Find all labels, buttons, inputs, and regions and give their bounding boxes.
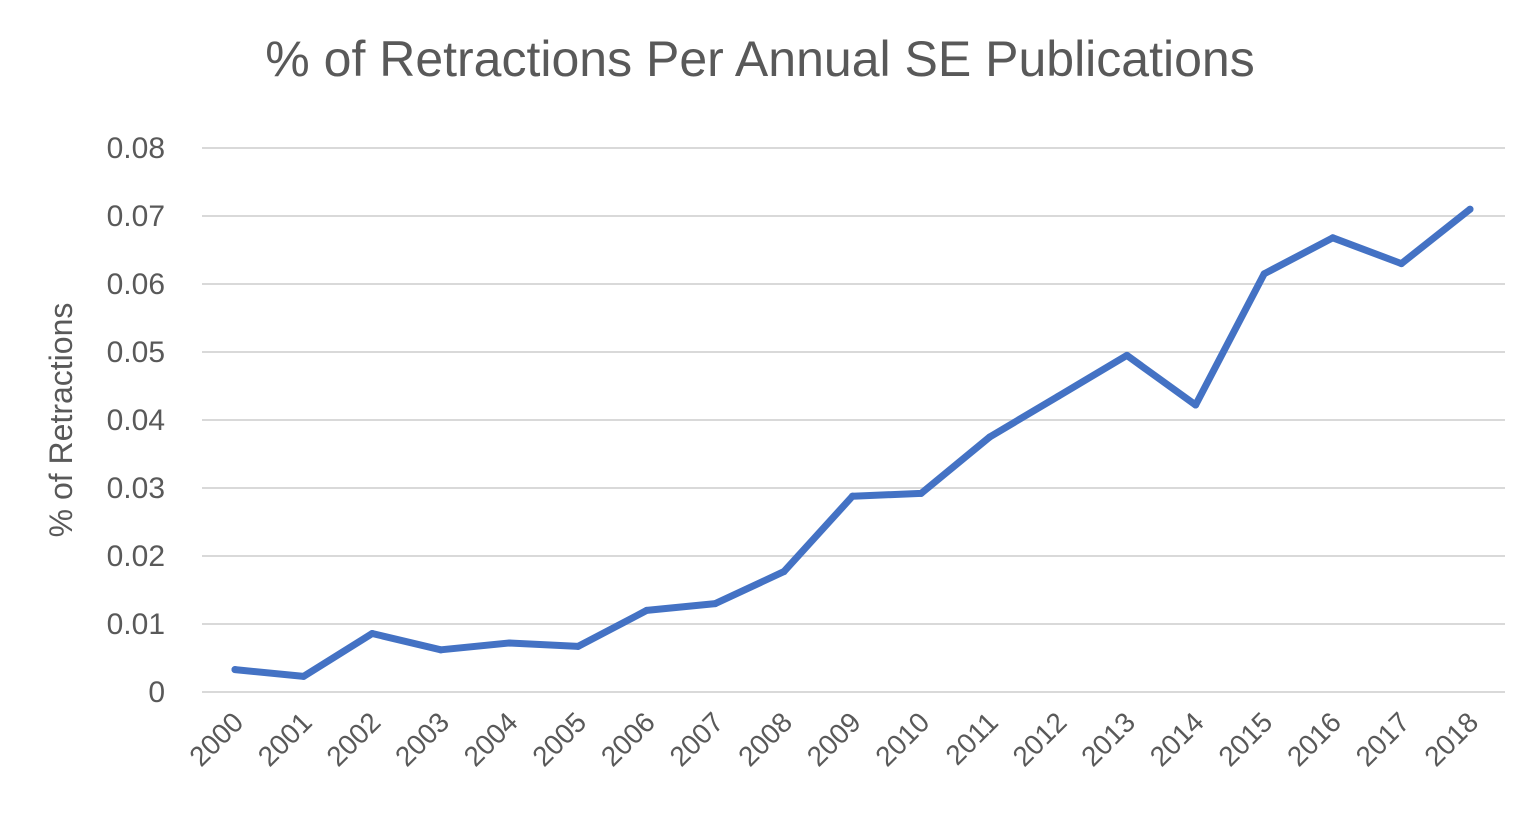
y-axis-ticks: 0 0.01 0.02 0.03 0.04 0.05 0.06 0.07 0.08 <box>107 132 165 709</box>
x-tick-label: 2013 <box>1075 706 1141 772</box>
y-tick-label: 0.02 <box>107 540 165 573</box>
x-tick-label: 2001 <box>252 706 318 772</box>
data-point-2006 <box>643 606 651 614</box>
data-point-2014 <box>1192 401 1200 409</box>
data-point-2013 <box>1123 351 1131 359</box>
x-tick-label: 2008 <box>732 706 798 772</box>
y-tick-label: 0.04 <box>107 404 165 437</box>
x-tick-label: 2015 <box>1212 706 1278 772</box>
y-tick-label: 0.01 <box>107 608 165 641</box>
data-point-2005 <box>574 642 582 650</box>
data-point-2007 <box>711 600 719 608</box>
data-point-2018 <box>1466 205 1474 213</box>
y-tick-label: 0.05 <box>107 336 165 369</box>
gridlines <box>202 147 1505 693</box>
x-tick-label: 2007 <box>664 706 730 772</box>
x-tick-label: 2012 <box>1007 706 1073 772</box>
data-point-2000 <box>231 666 239 674</box>
x-tick-label: 2016 <box>1281 706 1347 772</box>
data-point-2008 <box>780 568 788 576</box>
data-point-2011 <box>986 433 994 441</box>
data-point-2016 <box>1329 234 1337 242</box>
x-tick-label: 2014 <box>1144 706 1210 772</box>
chart-title: % of Retractions Per Annual SE Publicati… <box>265 31 1254 87</box>
x-tick-label: 2009 <box>801 706 867 772</box>
x-tick-label: 2006 <box>595 706 661 772</box>
data-point-2017 <box>1397 260 1405 268</box>
x-tick-label: 2010 <box>869 706 935 772</box>
y-tick-label: 0.06 <box>107 268 165 301</box>
data-point-2004 <box>505 639 513 647</box>
data-point-2009 <box>849 492 856 500</box>
x-tick-label: 2000 <box>183 706 249 772</box>
data-point-2012 <box>1054 392 1062 400</box>
data-point-2003 <box>437 646 445 654</box>
x-tick-label: 2004 <box>458 706 524 772</box>
y-tick-label: 0.08 <box>107 132 165 165</box>
series-layer <box>231 205 1474 680</box>
data-point-2015 <box>1260 270 1268 278</box>
x-tick-label: 2017 <box>1350 706 1416 772</box>
y-tick-label: 0.07 <box>107 200 165 233</box>
y-tick-label: 0 <box>148 676 165 709</box>
x-tick-label: 2011 <box>939 706 1004 771</box>
y-axis-label: % of Retractions <box>43 303 79 538</box>
x-axis-ticks: 2000 2001 2002 2003 2004 2005 2006 2007 2008 2009… <box>183 706 1484 772</box>
series-line <box>231 205 1474 680</box>
x-tick-label: 2005 <box>526 706 592 772</box>
y-tick-label: 0.03 <box>107 472 165 505</box>
x-tick-label: 2003 <box>389 706 455 772</box>
x-tick-label: 2002 <box>320 706 386 772</box>
data-point-2001 <box>300 672 308 680</box>
data-point-2002 <box>368 630 376 638</box>
x-tick-label: 2018 <box>1418 706 1484 772</box>
data-point-2010 <box>917 489 925 497</box>
